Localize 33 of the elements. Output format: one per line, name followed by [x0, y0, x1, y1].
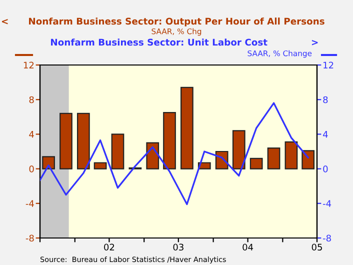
- y-tick-label: 8: [29, 96, 34, 104]
- y2-tick-label: 8: [323, 96, 328, 104]
- bar: [267, 147, 280, 170]
- bar: [180, 86, 194, 170]
- text: <: [2, 19, 8, 24]
- line-series: [40, 102, 309, 206]
- x-tick-label: 05: [312, 244, 322, 251]
- bar: [76, 112, 90, 170]
- text: Nonfarm Business Sector: Output Per Hour of All Persons: [29, 18, 324, 26]
- bar: [232, 130, 246, 170]
- y-tick-label: 4: [29, 131, 34, 138]
- y-tick-label: -8: [26, 234, 34, 242]
- y2-tick-label: 12: [324, 62, 334, 68]
- x-tick-label: 04: [242, 244, 254, 251]
- text: >: [312, 40, 318, 46]
- bar: [163, 112, 176, 170]
- x-tick-label: 03: [173, 244, 184, 251]
- y2-tick-label: -8: [322, 234, 331, 242]
- y2-tick-label: -4: [322, 200, 332, 207]
- y2-tick-label: 4: [322, 131, 328, 138]
- bar: [111, 134, 124, 170]
- y-tick-label: 12: [24, 62, 34, 68]
- bar: [250, 158, 263, 170]
- bar: [302, 150, 315, 170]
- y-tick-label: 0: [29, 166, 34, 172]
- x-tick-label: 02: [104, 244, 114, 251]
- bar: [284, 141, 298, 170]
- text: Nonfarm Business Sector: Unit Labor Cost: [51, 38, 268, 46]
- bar: [60, 112, 72, 170]
- bar: [42, 156, 55, 170]
- y-tick-label: -4: [26, 200, 34, 207]
- bar: [94, 162, 107, 170]
- y2-tick-label: 0: [323, 166, 328, 172]
